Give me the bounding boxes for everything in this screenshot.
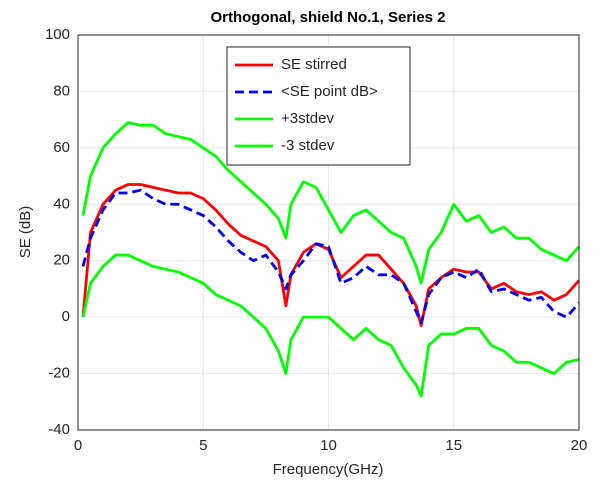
legend-label: -3 stdev <box>281 137 335 154</box>
x-axis-label: Frequency(GHz) <box>273 461 384 478</box>
x-tick-label: 10 <box>320 437 337 454</box>
series-line <box>81 121 581 285</box>
y-tick-label: 40 <box>53 195 70 212</box>
series-line <box>81 188 581 325</box>
y-tick-label: 60 <box>53 139 70 156</box>
x-tick-label: 20 <box>571 437 588 454</box>
y-tick-label: 0 <box>62 308 70 325</box>
x-tick-label: 5 <box>199 437 207 454</box>
legend-label: <SE point dB> <box>281 83 378 100</box>
y-tick-label: -40 <box>48 421 70 438</box>
series-line <box>81 253 580 398</box>
y-tick-label: -20 <box>48 365 70 382</box>
x-tick-label: 0 <box>74 437 82 454</box>
y-axis-label: SE (dB) <box>17 206 34 259</box>
y-tick-label: 20 <box>53 252 70 269</box>
x-tick-label: 15 <box>445 437 462 454</box>
legend-label: SE stirred <box>281 56 347 73</box>
axes-box <box>77 34 580 431</box>
y-tick-label: 100 <box>45 26 70 43</box>
legend-label: +3stdev <box>281 110 334 127</box>
chart-title: Orthogonal, shield No.1, Series 2 <box>210 9 445 26</box>
y-tick-label: 80 <box>53 82 70 99</box>
